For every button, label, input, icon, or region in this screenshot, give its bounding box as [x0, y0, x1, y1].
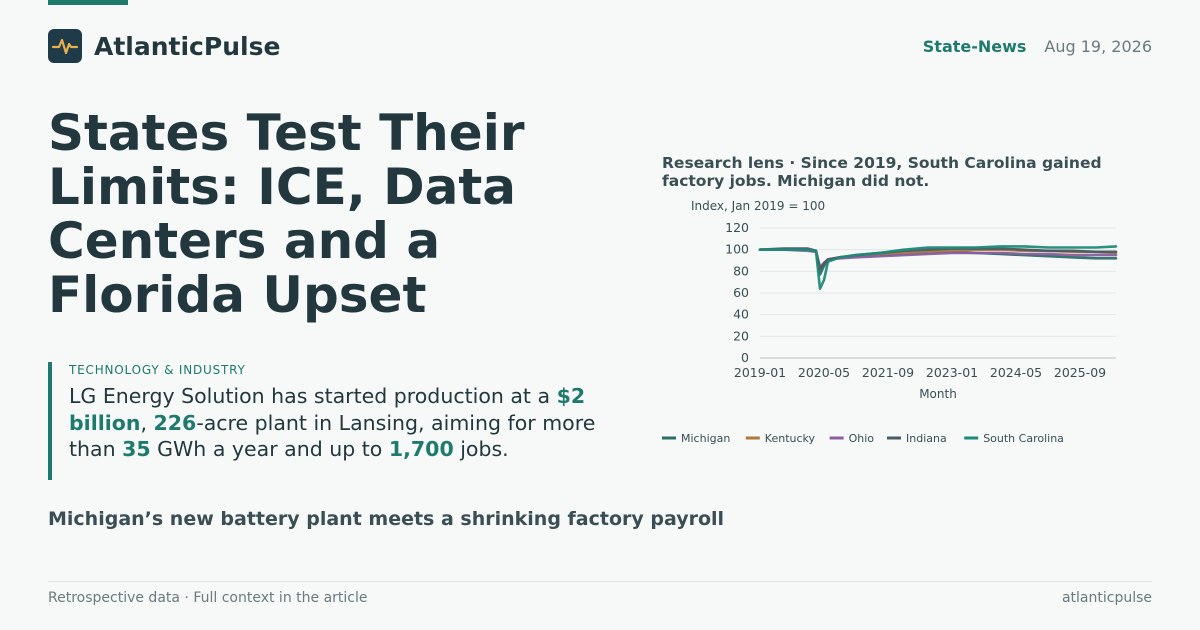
callout-segment: LG Energy Solution has started productio… [69, 384, 557, 408]
legend-label-kentucky: Kentucky [765, 432, 816, 445]
callout-highlight: 226 [153, 410, 197, 435]
callout: TECHNOLOGY & INDUSTRY LG Energy Solution… [48, 362, 608, 480]
y-tick-label: 60 [733, 285, 749, 300]
chart-plot: Index, Jan 2019 = 100 0 20 40 60 80 100 120 2019… [662, 199, 1118, 445]
top-accent-bar [48, 0, 128, 5]
publish-date: Aug 19, 2026 [1044, 36, 1152, 56]
legend-label-indiana: Indiana [906, 432, 947, 445]
footer-brand[interactable]: atlanticpulse [1061, 590, 1152, 606]
callout-segment: jobs. [453, 437, 509, 461]
footer-divider [48, 581, 1152, 582]
pulse-icon [48, 29, 82, 63]
footer: Retrospective data · Full context in the… [48, 590, 1152, 606]
header: AtlanticPulse State-News Aug 19, 2026 [48, 28, 1152, 64]
legend-label-ohio: Ohio [849, 432, 875, 445]
chart: Research lens · Since 2019, South Caroli… [662, 154, 1152, 454]
x-tick-label: 2019-01 [734, 365, 786, 380]
subhead: Michigan’s new battery plant meets a shr… [48, 508, 725, 530]
legend-label-south-carolina: South Carolina [983, 432, 1064, 445]
callout-segment: , [140, 410, 154, 435]
callout-segment: GWh a year and up to [150, 437, 389, 461]
callout-highlight: 1,700 [388, 437, 454, 461]
callout-highlight: $2 billion [69, 384, 586, 435]
callout-text: LG Energy Solution has started productio… [69, 383, 608, 463]
section-link[interactable]: State-News [922, 36, 1027, 56]
headline: States Test Their Limits: ICE, Data Cent… [48, 104, 525, 324]
brand[interactable]: AtlanticPulse [48, 29, 280, 63]
x-tick-label: 2021-09 [862, 365, 914, 380]
x-tick-label: 2024-05 [990, 365, 1042, 380]
brand-name: AtlanticPulse [94, 31, 281, 61]
y-tick-label: 20 [733, 328, 749, 343]
x-tick-label: 2020-05 [798, 365, 850, 380]
y-axis-label: Index, Jan 2019 = 100 [691, 199, 825, 213]
legend-label-michigan: Michigan [681, 432, 730, 445]
x-tick-label: 2023-01 [926, 365, 978, 380]
y-tick-label: 120 [725, 220, 749, 235]
y-tick-label: 100 [725, 242, 749, 257]
y-tick-label: 40 [733, 307, 749, 322]
callout-kicker: TECHNOLOGY & INDUSTRY [69, 363, 246, 377]
x-axis-label: Month [919, 387, 957, 401]
chart-title: Research lens · Since 2019, South Caroli… [662, 154, 1102, 190]
x-tick-label: 2025-09 [1054, 365, 1106, 380]
callout-highlight: 35 [122, 437, 151, 461]
callout-segment: -acre plant in Lansing, aiming for more … [69, 410, 596, 462]
y-tick-label: 0 [741, 350, 749, 365]
footer-note: Retrospective data · Full context in the… [48, 590, 368, 606]
y-tick-label: 80 [733, 263, 749, 278]
series-line-south-carolina [758, 245, 1118, 290]
